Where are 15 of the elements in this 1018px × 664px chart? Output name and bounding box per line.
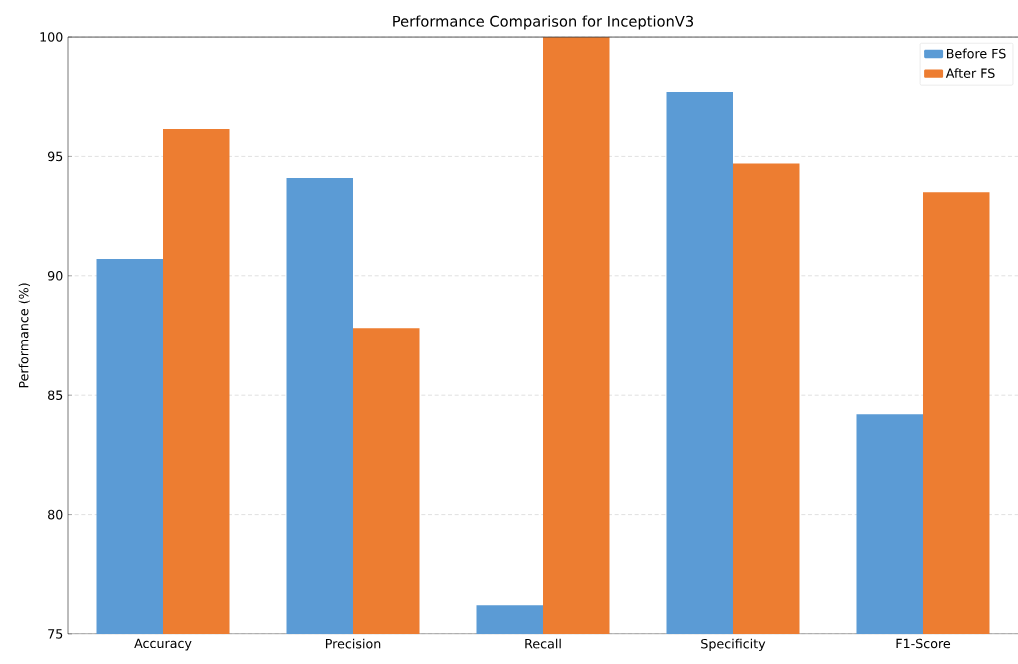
chart-title: Performance Comparison for InceptionV3 (393, 15, 694, 30)
x-tick-label: Specificity (701, 638, 766, 651)
y-tick-label: 85 (48, 390, 63, 400)
legend-label: After FS (945, 68, 995, 78)
y-tick-label: 90 (47, 270, 63, 281)
x-tick-label: F1-Score (896, 638, 951, 649)
y-tick-label: 75 (48, 629, 63, 639)
y-tick-label: 80 (48, 509, 63, 520)
x-tick-label: Precision (325, 638, 381, 649)
legend-label: Before FS (946, 48, 1006, 59)
y-axis-title: Performance (%) (18, 283, 30, 388)
y-tick-label: 100 (40, 32, 63, 42)
x-tick-label: Recall (525, 638, 561, 649)
x-tick-label: Accuracy (134, 638, 192, 651)
y-tick-label: 95 (47, 151, 63, 162)
